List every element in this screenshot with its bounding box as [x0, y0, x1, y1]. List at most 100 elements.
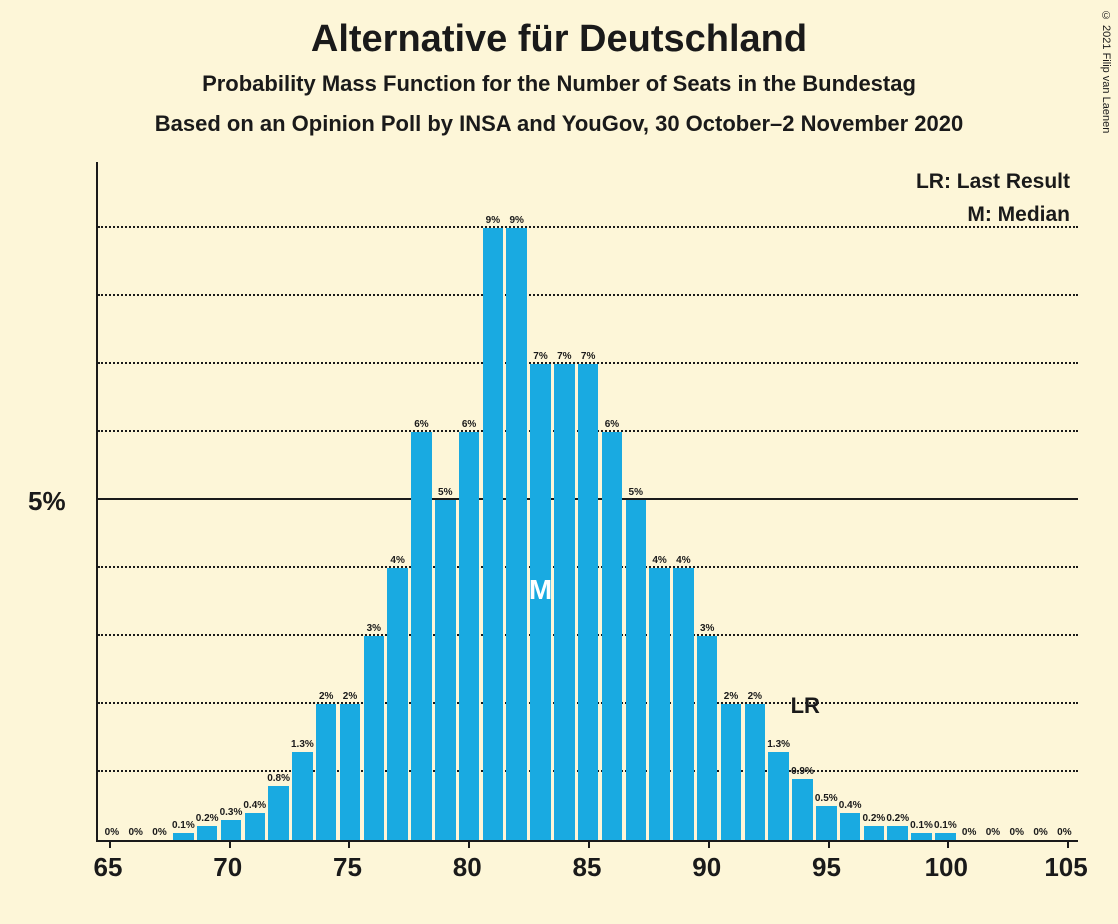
bar-slot-82: 9%	[505, 215, 529, 840]
bar-label-75: 2%	[343, 691, 357, 702]
x-tick-105: 105	[1044, 852, 1087, 883]
bar-label-95: 0.5%	[815, 793, 838, 804]
bar-slot-86: 6%	[600, 419, 624, 840]
x-tick-95: 95	[812, 852, 841, 883]
main-title: Alternative für Deutschland	[0, 18, 1118, 61]
chart-area: 5% 0%0%0%0.1%0.2%0.3%0.4%0.8%1.3%2%2%3%4…	[82, 162, 1082, 842]
bar-78	[411, 432, 431, 840]
bar-slot-91: 2%	[719, 691, 743, 840]
bar-label-92: 2%	[748, 691, 762, 702]
bar-slot-81: 9%	[481, 215, 505, 840]
bar-98	[887, 826, 907, 840]
bar-label-69: 0.2%	[196, 813, 219, 824]
bar-slot-104: 0%	[1029, 827, 1053, 840]
bar-86	[602, 432, 622, 840]
bar-label-90: 3%	[700, 623, 714, 634]
bar-label-72: 0.8%	[267, 773, 290, 784]
bar-73	[292, 752, 312, 840]
bar-label-94: 0.9%	[791, 766, 814, 777]
bar-87	[626, 500, 646, 840]
bar-72	[268, 786, 288, 840]
x-tick-65: 65	[94, 852, 123, 883]
bar-label-68: 0.1%	[172, 820, 195, 831]
bar-slot-67: 0%	[148, 827, 172, 840]
bar-slot-103: 0%	[1005, 827, 1029, 840]
bar-slot-101: 0%	[957, 827, 981, 840]
bar-label-96: 0.4%	[839, 800, 862, 811]
bar-slot-74: 2%	[314, 691, 338, 840]
bar-91	[721, 704, 741, 840]
bar-slot-78: 6%	[410, 419, 434, 840]
bar-slot-95: 0.5%	[814, 793, 838, 840]
bar-89	[673, 568, 693, 840]
bar-80	[459, 432, 479, 840]
bar-95	[816, 806, 836, 840]
bar-96	[840, 813, 860, 840]
bar-75	[340, 704, 360, 840]
bar-slot-105: 0%	[1053, 827, 1077, 840]
bar-slot-84: 7%	[552, 351, 576, 840]
bar-92	[745, 704, 765, 840]
bar-77	[387, 568, 407, 840]
bar-label-74: 2%	[319, 691, 333, 702]
x-tick-70: 70	[213, 852, 242, 883]
bar-slot-98: 0.2%	[886, 813, 910, 840]
bar-slot-76: 3%	[362, 623, 386, 840]
bar-label-76: 3%	[367, 623, 381, 634]
bar-label-98: 0.2%	[886, 813, 909, 824]
last-result-marker: LR	[791, 693, 820, 719]
bar-label-102: 0%	[986, 827, 1000, 838]
bar-label-105: 0%	[1057, 827, 1071, 838]
bar-slot-99: 0.1%	[910, 820, 934, 840]
bar-88	[649, 568, 669, 840]
bar-label-67: 0%	[152, 827, 166, 838]
bar-slot-97: 0.2%	[862, 813, 886, 840]
bar-label-83: 7%	[533, 351, 547, 362]
bar-81	[483, 228, 503, 840]
bar-97	[864, 826, 884, 840]
bar-76	[364, 636, 384, 840]
bar-slot-88: 4%	[648, 555, 672, 840]
bar-slot-68: 0.1%	[171, 820, 195, 840]
bar-slot-73: 1.3%	[291, 739, 315, 840]
bar-label-93: 1.3%	[767, 739, 790, 750]
bar-label-66: 0%	[128, 827, 142, 838]
bar-71	[245, 813, 265, 840]
bar-slot-69: 0.2%	[195, 813, 219, 840]
bar-label-81: 9%	[486, 215, 500, 226]
bar-82	[506, 228, 526, 840]
bar-90	[697, 636, 717, 840]
bar-84	[554, 364, 574, 840]
bar-slot-72: 0.8%	[267, 773, 291, 840]
bar-label-71: 0.4%	[243, 800, 266, 811]
bar-label-100: 0.1%	[934, 820, 957, 831]
bar-label-87: 5%	[629, 487, 643, 498]
median-marker: M	[529, 574, 552, 606]
bar-label-89: 4%	[676, 555, 690, 566]
bar-slot-93: 1.3%	[767, 739, 791, 840]
bar-slot-80: 6%	[457, 419, 481, 840]
y-axis-5pct-label: 5%	[28, 486, 66, 517]
subtitle-1: Probability Mass Function for the Number…	[0, 71, 1118, 97]
bar-label-79: 5%	[438, 487, 452, 498]
bar-slot-102: 0%	[981, 827, 1005, 840]
bar-slot-77: 4%	[386, 555, 410, 840]
bar-label-78: 6%	[414, 419, 428, 430]
copyright-text: © 2021 Filip van Laenen	[1100, 10, 1112, 133]
bar-93	[768, 752, 788, 840]
bar-85	[578, 364, 598, 840]
bar-slot-89: 4%	[672, 555, 696, 840]
x-tick-75: 75	[333, 852, 362, 883]
bar-69	[197, 826, 217, 840]
bar-slot-79: 5%	[433, 487, 457, 840]
x-tick-100: 100	[925, 852, 968, 883]
bars-container: 0%0%0%0.1%0.2%0.3%0.4%0.8%1.3%2%2%3%4%6%…	[98, 162, 1078, 840]
bar-94	[792, 779, 812, 840]
bar-slot-96: 0.4%	[838, 800, 862, 840]
bar-label-80: 6%	[462, 419, 476, 430]
x-tick-85: 85	[573, 852, 602, 883]
bar-slot-87: 5%	[624, 487, 648, 840]
plot-area: 0%0%0%0.1%0.2%0.3%0.4%0.8%1.3%2%2%3%4%6%…	[96, 162, 1078, 842]
bar-slot-92: 2%	[743, 691, 767, 840]
bar-label-85: 7%	[581, 351, 595, 362]
